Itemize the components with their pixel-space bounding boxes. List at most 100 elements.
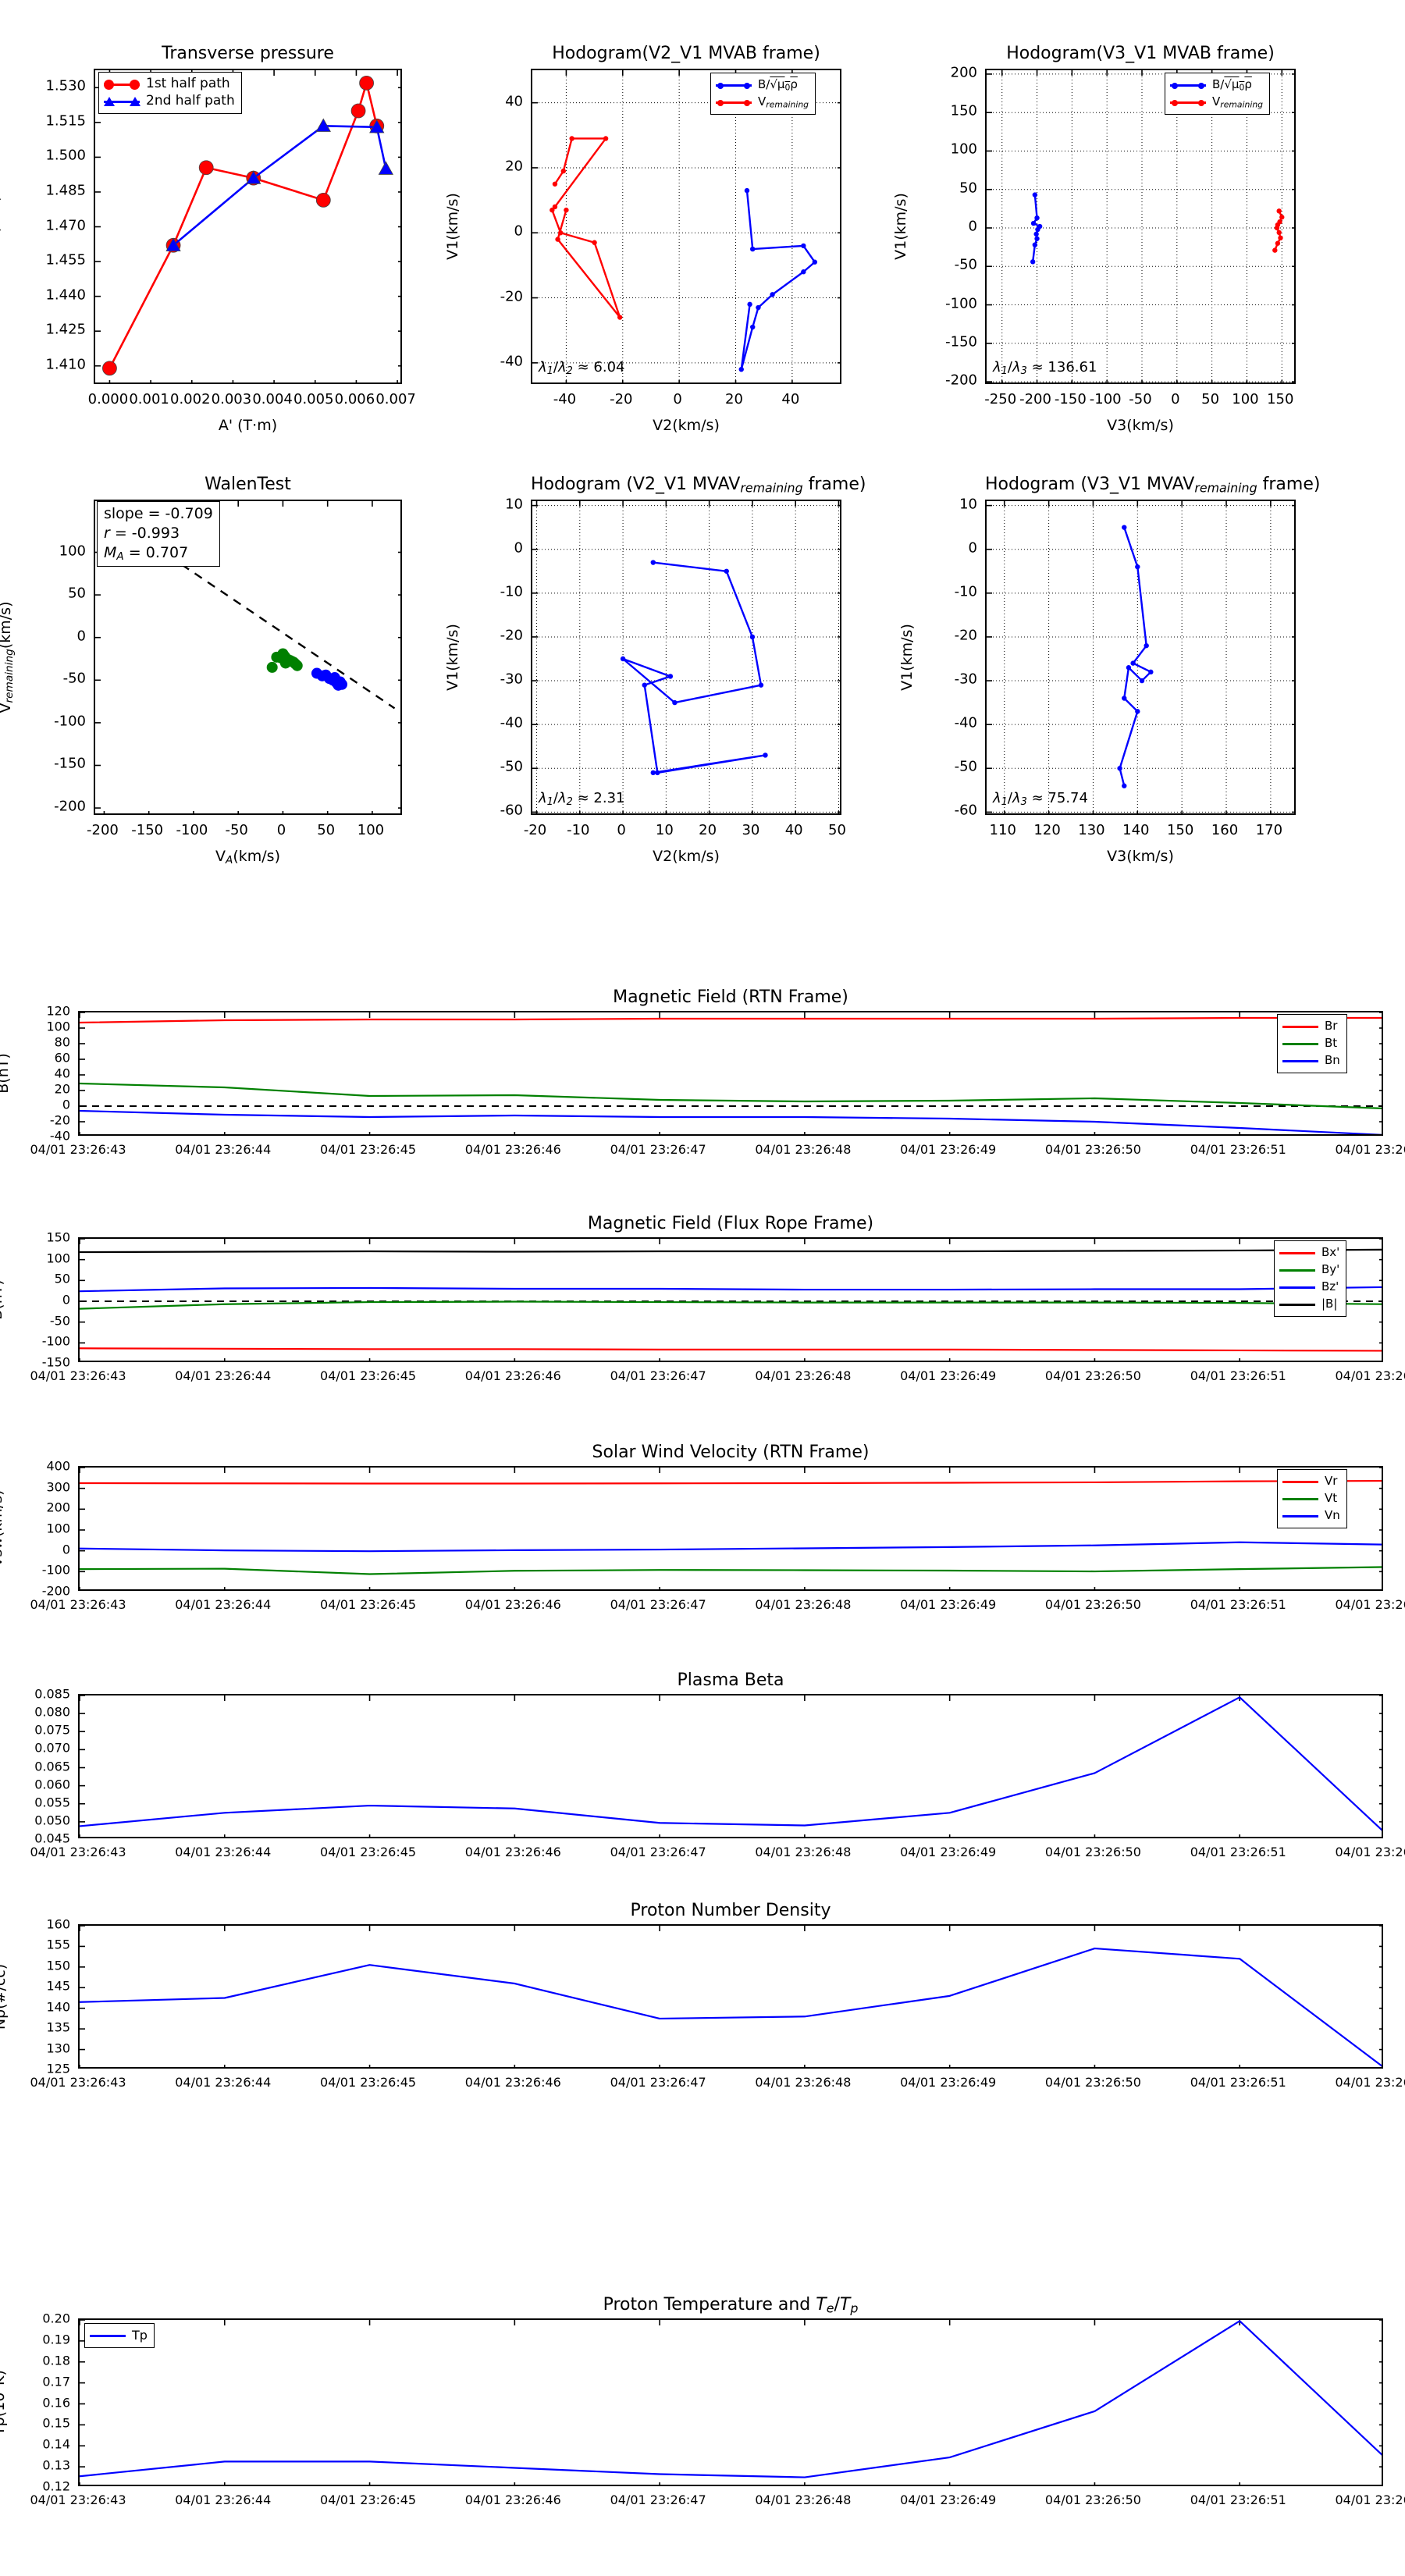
legend[interactable]: Bx' By' Bz' |B| [1274, 1240, 1347, 1317]
legend-row[interactable]: Bx' [1279, 1244, 1339, 1261]
y-tick-label: 0.050 [34, 1813, 70, 1828]
panel-title: Hodogram(V2_V1 MVAB frame) [552, 44, 820, 63]
y-tick-label: 20 [54, 1081, 70, 1097]
x-tick-label: 04/01 23:26:48 [755, 1845, 852, 1859]
x-tick-label: 04/01 23:26:52 [1335, 1597, 1405, 1612]
x-tick-label: 0 [673, 391, 682, 407]
legend-row[interactable]: Bn [1282, 1052, 1340, 1069]
y-tick-label: 50 [68, 585, 86, 602]
x-tick-label: 140 [1122, 822, 1150, 838]
legend-row[interactable]: Vremaining [716, 94, 809, 111]
legend-row[interactable]: Bz' [1279, 1279, 1339, 1296]
x-tick-label: 110 [989, 822, 1016, 838]
legend-row[interactable]: B/√μ0ρ [1170, 76, 1263, 94]
plot-area [78, 1011, 1383, 1136]
x-tick-label: -40 [553, 391, 577, 407]
walen-ma: MA = 0.707 [104, 544, 189, 564]
y-tick-label: 0.055 [34, 1795, 70, 1810]
y-tick-label: 145 [46, 1978, 70, 1994]
legend-row[interactable]: Br [1282, 1018, 1340, 1035]
x-tick-label: 40 [784, 822, 803, 838]
y-tick-label: 150 [46, 1229, 70, 1245]
legend-row[interactable]: Vt [1282, 1490, 1340, 1507]
plot-area [78, 2318, 1383, 2486]
y-tick-label: 0.16 [42, 2395, 70, 2410]
legend-row[interactable]: Bt [1282, 1035, 1340, 1052]
x-tick-label: 04/01 23:26:43 [30, 1142, 126, 1157]
y-tick-label: 100 [46, 1521, 70, 1536]
y-tick-label: 0.13 [42, 2457, 70, 2473]
x-tick-label: 04/01 23:26:43 [30, 2492, 126, 2507]
legend[interactable]: Tp [84, 2323, 155, 2348]
legend-row[interactable]: By' [1279, 1261, 1339, 1279]
legend-label-v-remaining: Vremaining [1212, 94, 1264, 110]
legend[interactable]: B/√μ0ρ Vremaining [710, 73, 816, 115]
legend-row[interactable]: Vr [1282, 1473, 1340, 1490]
y-tick-label: 100 [46, 1251, 70, 1266]
y-tick-label: -20 [954, 627, 977, 644]
y-tick-label: -20 [500, 288, 523, 305]
legend-marker-triangle [130, 97, 140, 106]
x-tick-label: 0.003 [211, 391, 252, 407]
y-tick-label: 0.12 [42, 2478, 70, 2494]
legend[interactable]: 1st half path 2nd half path [98, 72, 242, 114]
legend-row[interactable]: 1st half path [104, 76, 235, 93]
y-tick-label: -50 [500, 758, 523, 775]
x-tick-label: 0.000 [87, 391, 129, 407]
y-tick-label: 20 [505, 158, 523, 175]
x-tick-label: 04/01 23:26:51 [1190, 1845, 1286, 1859]
x-tick-label: -200 [87, 822, 119, 838]
legend-row[interactable]: Vn [1282, 1507, 1340, 1525]
legend-swatch [104, 96, 140, 107]
x-tick-label: 0 [1171, 391, 1180, 407]
x-tick-label: 0.001 [129, 391, 169, 407]
y-tick-label: 0 [968, 218, 977, 235]
x-tick-label: -10 [567, 822, 590, 838]
legend-label-vr: Vr [1325, 1474, 1338, 1489]
x-tick-label: 04/01 23:26:46 [464, 1597, 561, 1612]
y-tick-label: -40 [500, 353, 523, 370]
y-axis-label: Np(#/cc) [0, 1963, 9, 2030]
y-tick-label: 80 [54, 1034, 70, 1050]
legend[interactable]: Br Bt Bn [1277, 1014, 1347, 1073]
y-axis-label: V1(km/s) [444, 624, 461, 691]
legend-swatch [104, 79, 140, 90]
y-tick-label: -100 [54, 713, 86, 730]
legend-row[interactable]: 2nd half path [104, 93, 235, 110]
y-tick-label: 0.075 [34, 1722, 70, 1738]
x-axis-label: V3(km/s) [1107, 417, 1174, 434]
plot-area [94, 69, 402, 384]
y-tick-label: 140 [46, 1999, 70, 2015]
x-tick-label: 0.005 [293, 391, 334, 407]
legend-swatch [1279, 1282, 1315, 1293]
y-tick-label: 0 [62, 1097, 70, 1112]
x-tick-label: 0.007 [375, 391, 416, 407]
panel-title: WalenTest [205, 475, 291, 494]
y-tick-label: -30 [954, 671, 977, 688]
y-axis-label: Vsw(km/s) [0, 1489, 5, 1567]
walen-stats-box: slope = -0.709 r = -0.993 MA = 0.707 [97, 501, 220, 568]
legend-marker-dot [744, 100, 750, 106]
y-tick-label: -40 [954, 714, 977, 731]
legend-marker-dot [1172, 83, 1178, 89]
y-axis-label: V1(km/s) [444, 193, 461, 260]
y-tick-label: -10 [954, 583, 977, 600]
y-tick-label: -150 [945, 333, 977, 350]
legend[interactable]: Vr Vt Vn [1277, 1469, 1347, 1528]
x-tick-label: 04/01 23:26:52 [1335, 1142, 1405, 1157]
legend-row[interactable]: |B| [1279, 1296, 1339, 1313]
legend-swatch [1170, 80, 1206, 91]
eigenvalue-ratio-annotation: λ1/λ3 ≈ 136.61 [993, 359, 1097, 377]
panel-title: Magnetic Field (RTN Frame) [613, 987, 848, 1007]
legend-row[interactable]: Tp [90, 2327, 148, 2344]
y-axis-label: B(nT) [0, 1279, 5, 1320]
y-tick-label: -10 [500, 583, 523, 600]
x-tick-label: 130 [1078, 822, 1105, 838]
x-tick-label: 04/01 23:26:44 [175, 2075, 272, 2090]
x-tick-label: 04/01 23:26:50 [1044, 2492, 1141, 2507]
legend-row[interactable]: Vremaining [1170, 94, 1263, 111]
legend-row[interactable]: B/√μ0ρ [716, 76, 809, 94]
legend[interactable]: B/√μ0ρ Vremaining [1165, 73, 1271, 115]
x-tick-label: 04/01 23:26:49 [900, 2492, 997, 2507]
legend-swatch [1279, 1265, 1315, 1276]
